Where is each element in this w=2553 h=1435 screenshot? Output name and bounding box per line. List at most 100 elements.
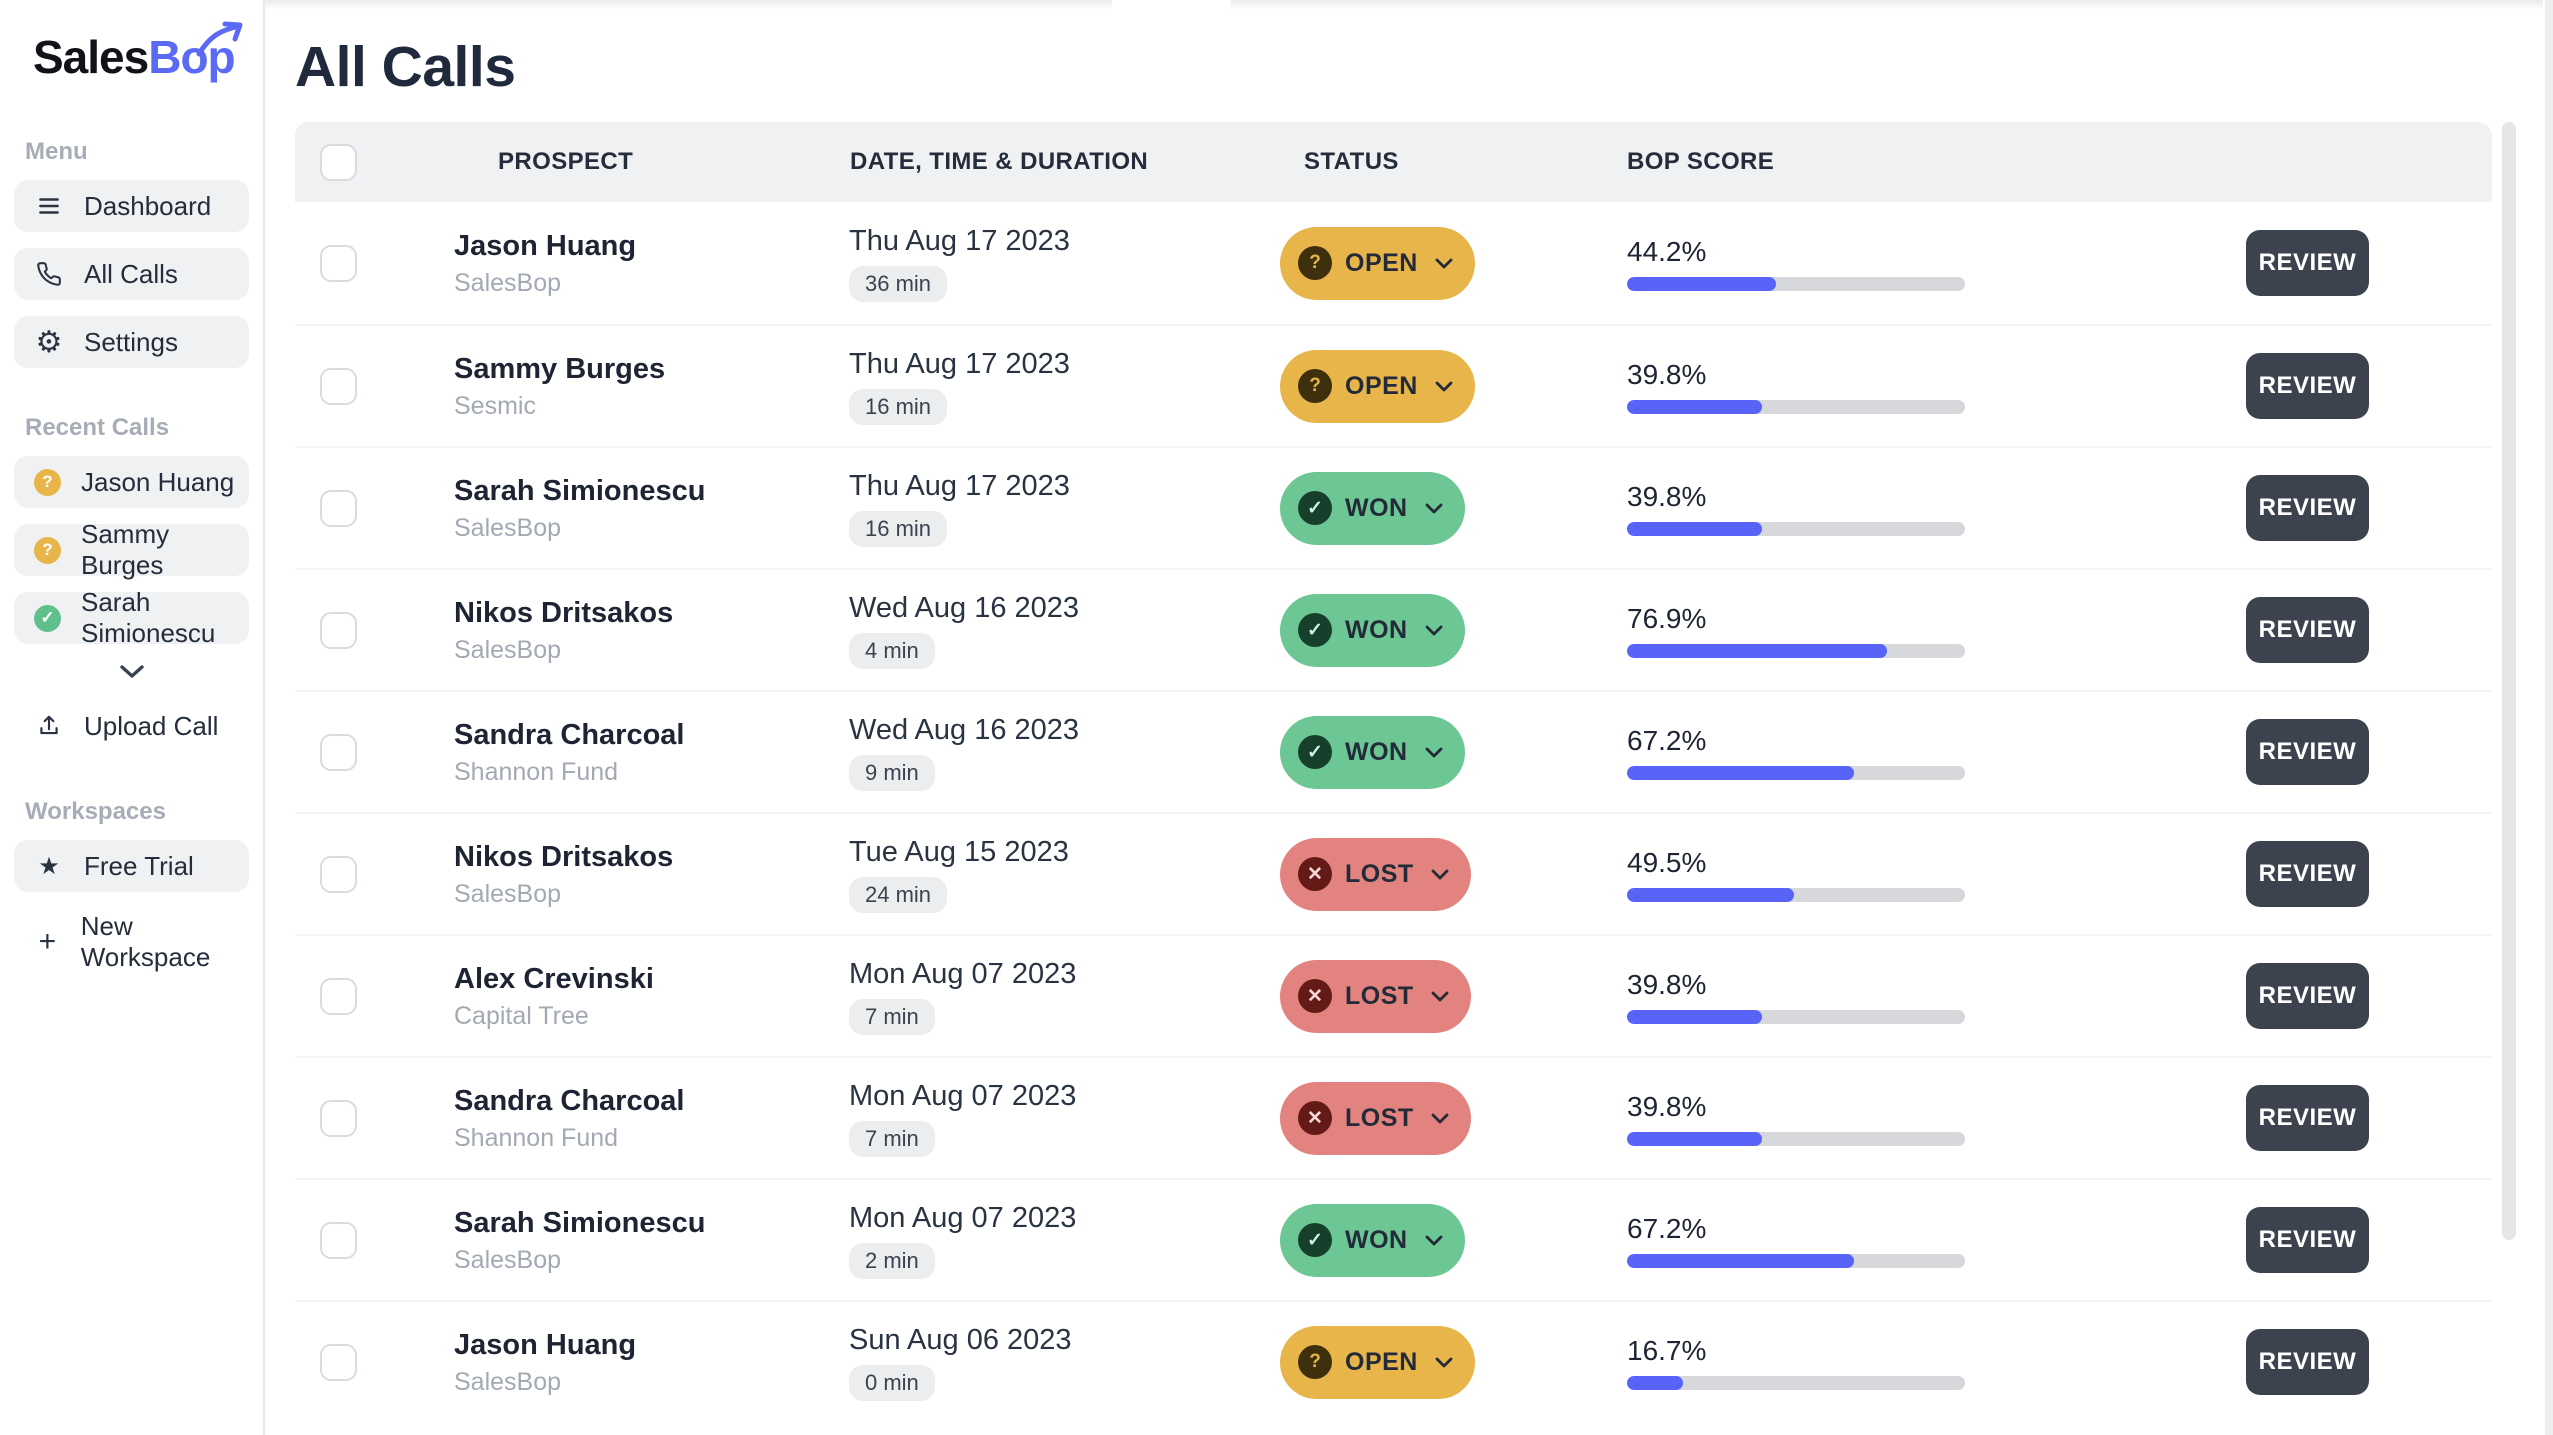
call-duration-badge: 24 min xyxy=(849,876,948,913)
upload-call-button[interactable]: Upload Call xyxy=(14,704,249,748)
bop-score-bar-fill xyxy=(1627,1009,1762,1024)
row-checkbox[interactable] xyxy=(320,1343,357,1381)
status-dropdown[interactable]: ✕ LOST xyxy=(1280,959,1471,1033)
call-duration-badge: 16 min xyxy=(849,510,948,547)
recent-calls-expand-button[interactable] xyxy=(102,662,162,682)
bop-score-value: 49.5% xyxy=(1627,846,1707,878)
main-content: All Calls PROSPECT DATE, TIME & DURATION… xyxy=(265,0,2553,1435)
call-date: Mon Aug 07 2023 xyxy=(849,1079,1077,1112)
page-title: All Calls xyxy=(295,35,516,99)
status-dropdown[interactable]: ✕ LOST xyxy=(1280,837,1471,911)
recent-call-item[interactable]: ✓ Sarah Simionescu xyxy=(14,587,249,648)
bop-score-bar-fill xyxy=(1627,887,1795,902)
recent-call-name: Sammy Burges xyxy=(81,519,170,580)
review-button[interactable]: REVIEW xyxy=(2246,1207,2369,1273)
review-button[interactable]: REVIEW xyxy=(2246,1085,2369,1151)
table-row: Jason Huang SalesBop Sun Aug 06 2023 0 m… xyxy=(295,1300,2492,1422)
call-date: Wed Aug 16 2023 xyxy=(849,713,1080,746)
status-icon: ✕ xyxy=(1298,857,1332,891)
status-icon: ? xyxy=(1298,1345,1332,1379)
prospect-name: Sarah Simionescu xyxy=(454,474,706,507)
row-checkbox[interactable] xyxy=(320,611,357,649)
row-checkbox[interactable] xyxy=(320,367,357,405)
status-dropdown[interactable]: ✓ WON xyxy=(1280,1203,1465,1277)
bop-score-bar-fill xyxy=(1627,643,1887,658)
review-button[interactable]: REVIEW xyxy=(2246,719,2369,785)
select-all-checkbox[interactable] xyxy=(320,143,357,181)
prospect-name: Jason Huang xyxy=(454,1328,637,1361)
upload-call-label: Upload Call xyxy=(84,710,219,741)
review-button[interactable]: REVIEW xyxy=(2246,230,2369,296)
status-dropdown[interactable]: ? OPEN xyxy=(1280,349,1475,423)
bop-score-value: 16.7% xyxy=(1627,1334,1707,1366)
bop-score-bar-fill xyxy=(1627,1375,1684,1390)
status-icon: ✕ xyxy=(1298,979,1332,1013)
column-header-status: STATUS xyxy=(1304,148,1399,175)
call-duration-badge: 4 min xyxy=(849,632,935,669)
row-checkbox[interactable] xyxy=(320,733,357,771)
sidebar-item-dashboard[interactable]: Dashboard xyxy=(14,180,249,232)
status-icon: ✓ xyxy=(1298,1223,1332,1257)
bop-score-value: 39.8% xyxy=(1627,480,1707,512)
status-icon: ✓ xyxy=(1298,491,1332,525)
review-button[interactable]: REVIEW xyxy=(2246,1329,2369,1395)
sidebar-item-all-calls[interactable]: All Calls xyxy=(14,248,249,300)
new-workspace-button[interactable]: + New Workspace xyxy=(14,911,249,972)
status-label: WON xyxy=(1345,615,1408,644)
workspaces-section-label: Workspaces xyxy=(25,798,166,825)
bop-score-value: 44.2% xyxy=(1627,235,1707,267)
review-button[interactable]: REVIEW xyxy=(2246,353,2369,419)
row-checkbox[interactable] xyxy=(320,1099,357,1137)
review-button[interactable]: REVIEW xyxy=(2246,963,2369,1029)
status-dropdown[interactable]: ? OPEN xyxy=(1280,226,1475,300)
call-duration-badge: 16 min xyxy=(849,388,948,425)
call-date: Mon Aug 07 2023 xyxy=(849,957,1077,990)
recent-call-item[interactable]: ? Sammy Burges xyxy=(14,519,249,580)
status-dropdown[interactable]: ✕ LOST xyxy=(1280,1081,1471,1155)
status-dropdown[interactable]: ✓ WON xyxy=(1280,715,1465,789)
status-dropdown[interactable]: ✓ WON xyxy=(1280,471,1465,545)
status-icon: ? xyxy=(1298,246,1332,280)
table-row: Sandra Charcoal Shannon Fund Wed Aug 16 … xyxy=(295,690,2492,812)
row-checkbox[interactable] xyxy=(320,855,357,893)
chevron-down-icon xyxy=(1425,1235,1443,1245)
sidebar-item-label: Dashboard xyxy=(84,190,212,221)
row-checkbox[interactable] xyxy=(320,489,357,527)
row-checkbox[interactable] xyxy=(320,244,357,282)
recent-call-name: Jason Huang xyxy=(81,466,235,497)
table-row: Alex Crevinski Capital Tree Mon Aug 07 2… xyxy=(295,934,2492,1056)
table-scrollbar-thumb[interactable] xyxy=(2502,122,2516,1240)
call-date: Thu Aug 17 2023 xyxy=(849,469,1070,502)
row-checkbox[interactable] xyxy=(320,977,357,1015)
status-icon: ✓ xyxy=(1298,613,1332,647)
status-dropdown[interactable]: ? OPEN xyxy=(1280,1325,1475,1399)
calls-table: PROSPECT DATE, TIME & DURATION STATUS BO… xyxy=(295,122,2492,1422)
status-dropdown[interactable]: ✓ WON xyxy=(1280,593,1465,667)
recent-call-item[interactable]: ? Jason Huang xyxy=(14,456,249,508)
review-button[interactable]: REVIEW xyxy=(2246,475,2369,541)
bop-score-bar xyxy=(1627,1131,1965,1146)
bop-score-value: 67.2% xyxy=(1627,724,1707,756)
review-button[interactable]: REVIEW xyxy=(2246,597,2369,663)
chevron-down-icon xyxy=(1435,258,1453,268)
workspace-item-free-trial[interactable]: ★ Free Trial xyxy=(14,840,249,892)
table-row: Sarah Simionescu SalesBop Thu Aug 17 202… xyxy=(295,446,2492,568)
call-date: Thu Aug 17 2023 xyxy=(849,347,1070,380)
table-row: Jason Huang SalesBop Thu Aug 17 2023 36 … xyxy=(295,202,2492,324)
bop-score-value: 39.8% xyxy=(1627,358,1707,390)
review-button[interactable]: REVIEW xyxy=(2246,841,2369,907)
page-scrollbar[interactable] xyxy=(2545,0,2553,1435)
status-won-icon: ✓ xyxy=(34,604,61,632)
status-label: LOST xyxy=(1345,981,1414,1010)
status-open-icon: ? xyxy=(34,536,61,564)
status-open-icon: ? xyxy=(34,468,61,496)
bop-score-value: 76.9% xyxy=(1627,602,1707,634)
status-label: WON xyxy=(1345,493,1408,522)
upload-icon xyxy=(34,713,64,739)
prospect-company: Sesmic xyxy=(454,392,536,421)
bop-score-value: 39.8% xyxy=(1627,968,1707,1000)
row-checkbox[interactable] xyxy=(320,1221,357,1259)
call-duration-badge: 2 min xyxy=(849,1242,935,1279)
sidebar-item-label: All Calls xyxy=(84,258,178,289)
sidebar-item-settings[interactable]: ⚙ Settings xyxy=(14,316,249,368)
